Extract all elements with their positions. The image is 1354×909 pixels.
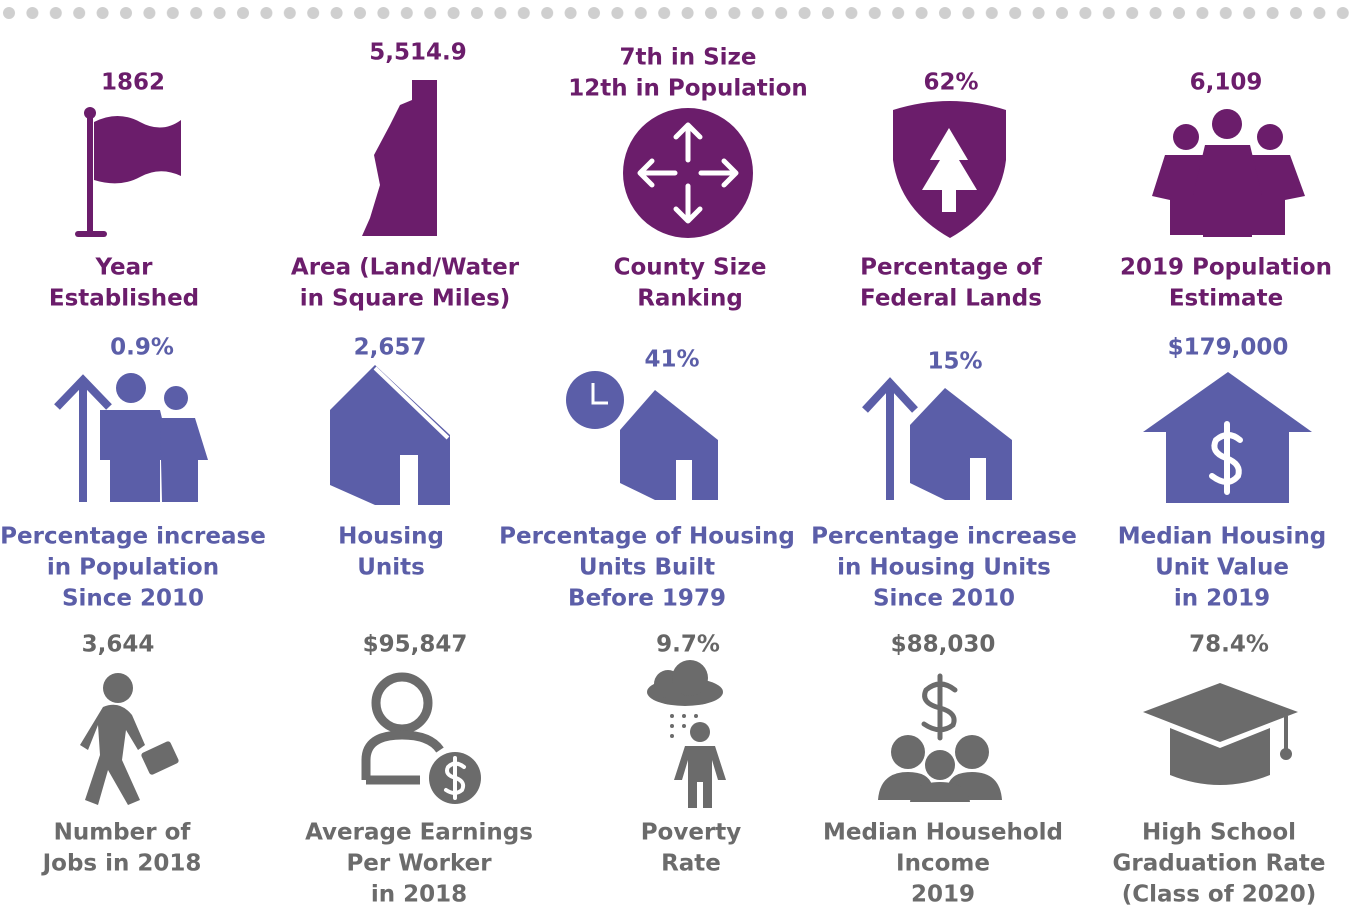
stat-label: Number of: [54, 820, 192, 846]
stat-label: High School: [1142, 820, 1296, 846]
stat-label: Units: [357, 555, 425, 581]
stat-value: 12th in Population: [568, 76, 808, 102]
stat-label: Poverty: [641, 820, 742, 846]
stat-label: Median Housing: [1118, 524, 1327, 550]
stat-label: Income: [896, 851, 990, 877]
graduation-icon: [1143, 683, 1298, 785]
stat-label: Median Household: [823, 820, 1063, 846]
stat-label: Per Worker: [346, 851, 492, 877]
stat-label: Percentage of: [860, 255, 1043, 281]
stat-label: (Class of 2020): [1122, 882, 1317, 908]
stat-value: 62%: [923, 70, 978, 96]
stat-label: Ranking: [637, 286, 743, 312]
stat-value: 2,657: [354, 335, 427, 361]
stat-label: Average Earnings: [305, 820, 533, 846]
housing-age-icon: [566, 371, 718, 500]
stat-value: 9.7%: [656, 632, 720, 658]
stat-label: Units Built: [579, 555, 715, 581]
stat-label: Estimate: [1169, 286, 1283, 312]
earnings-icon: [361, 672, 481, 804]
icons-row-2: [54, 365, 1312, 505]
flag-icon: [75, 107, 181, 237]
stat-value: 6,109: [1190, 70, 1263, 96]
stat-label: Percentage of Housing: [499, 524, 795, 550]
stat-label: Area (Land/Water: [291, 255, 520, 281]
stat-label: Unit Value: [1155, 555, 1289, 581]
stat-label: County Size: [614, 255, 767, 281]
stat-value: 15%: [927, 349, 982, 375]
size-icon: [623, 108, 753, 238]
stat-value: $179,000: [1168, 335, 1289, 361]
stat-label: Percentage increase: [811, 524, 1077, 550]
jobs-icon: [80, 673, 179, 805]
stat-value: 3,644: [82, 632, 155, 658]
stat-label: Rate: [661, 851, 721, 877]
stat-label: Percentage increase: [0, 524, 266, 550]
stat-value: 78.4%: [1189, 632, 1269, 658]
stat-value: 0.9%: [110, 335, 174, 361]
stat-label: Housing: [338, 524, 444, 550]
poverty-icon: [647, 660, 726, 808]
stat-label: in Square Miles): [300, 286, 511, 312]
stat-label: Federal Lands: [860, 286, 1042, 312]
stat-value: 7th in Size: [619, 45, 756, 71]
stat-label: Jobs in 2018: [41, 851, 202, 877]
stat-label: in 2019: [1174, 586, 1270, 612]
dotted-border: [0, 0, 1354, 26]
housing-units-icon: [330, 365, 450, 505]
icons-row-3: [80, 660, 1298, 808]
stat-label: 2019: [911, 882, 975, 908]
stat-label: Established: [49, 286, 199, 312]
stat-label: Graduation Rate: [1113, 851, 1326, 877]
population-icon: [1152, 109, 1305, 237]
housing-increase-icon: [862, 377, 1012, 500]
federal-lands-icon: [893, 101, 1006, 238]
income-icon: [878, 673, 1002, 802]
stat-label: in Housing Units: [837, 555, 1051, 581]
stat-label: Year: [94, 255, 153, 281]
population-increase-icon: [54, 373, 208, 502]
stat-label: 2019 Population: [1120, 255, 1332, 281]
stat-label: in Population: [47, 555, 219, 581]
stat-label: Since 2010: [62, 586, 204, 612]
stat-value: $95,847: [363, 632, 468, 658]
stat-value: $88,030: [891, 632, 996, 658]
stat-label: Before 1979: [568, 586, 726, 612]
stat-label: in 2018: [371, 882, 467, 908]
icons-row-1: [75, 80, 1305, 238]
housing-value-icon: [1143, 372, 1312, 503]
stat-value: 1862: [101, 70, 165, 96]
stat-value: 41%: [644, 347, 699, 373]
area-icon: [362, 80, 437, 236]
stat-label: Since 2010: [873, 586, 1015, 612]
stat-value: 5,514.9: [369, 40, 467, 66]
